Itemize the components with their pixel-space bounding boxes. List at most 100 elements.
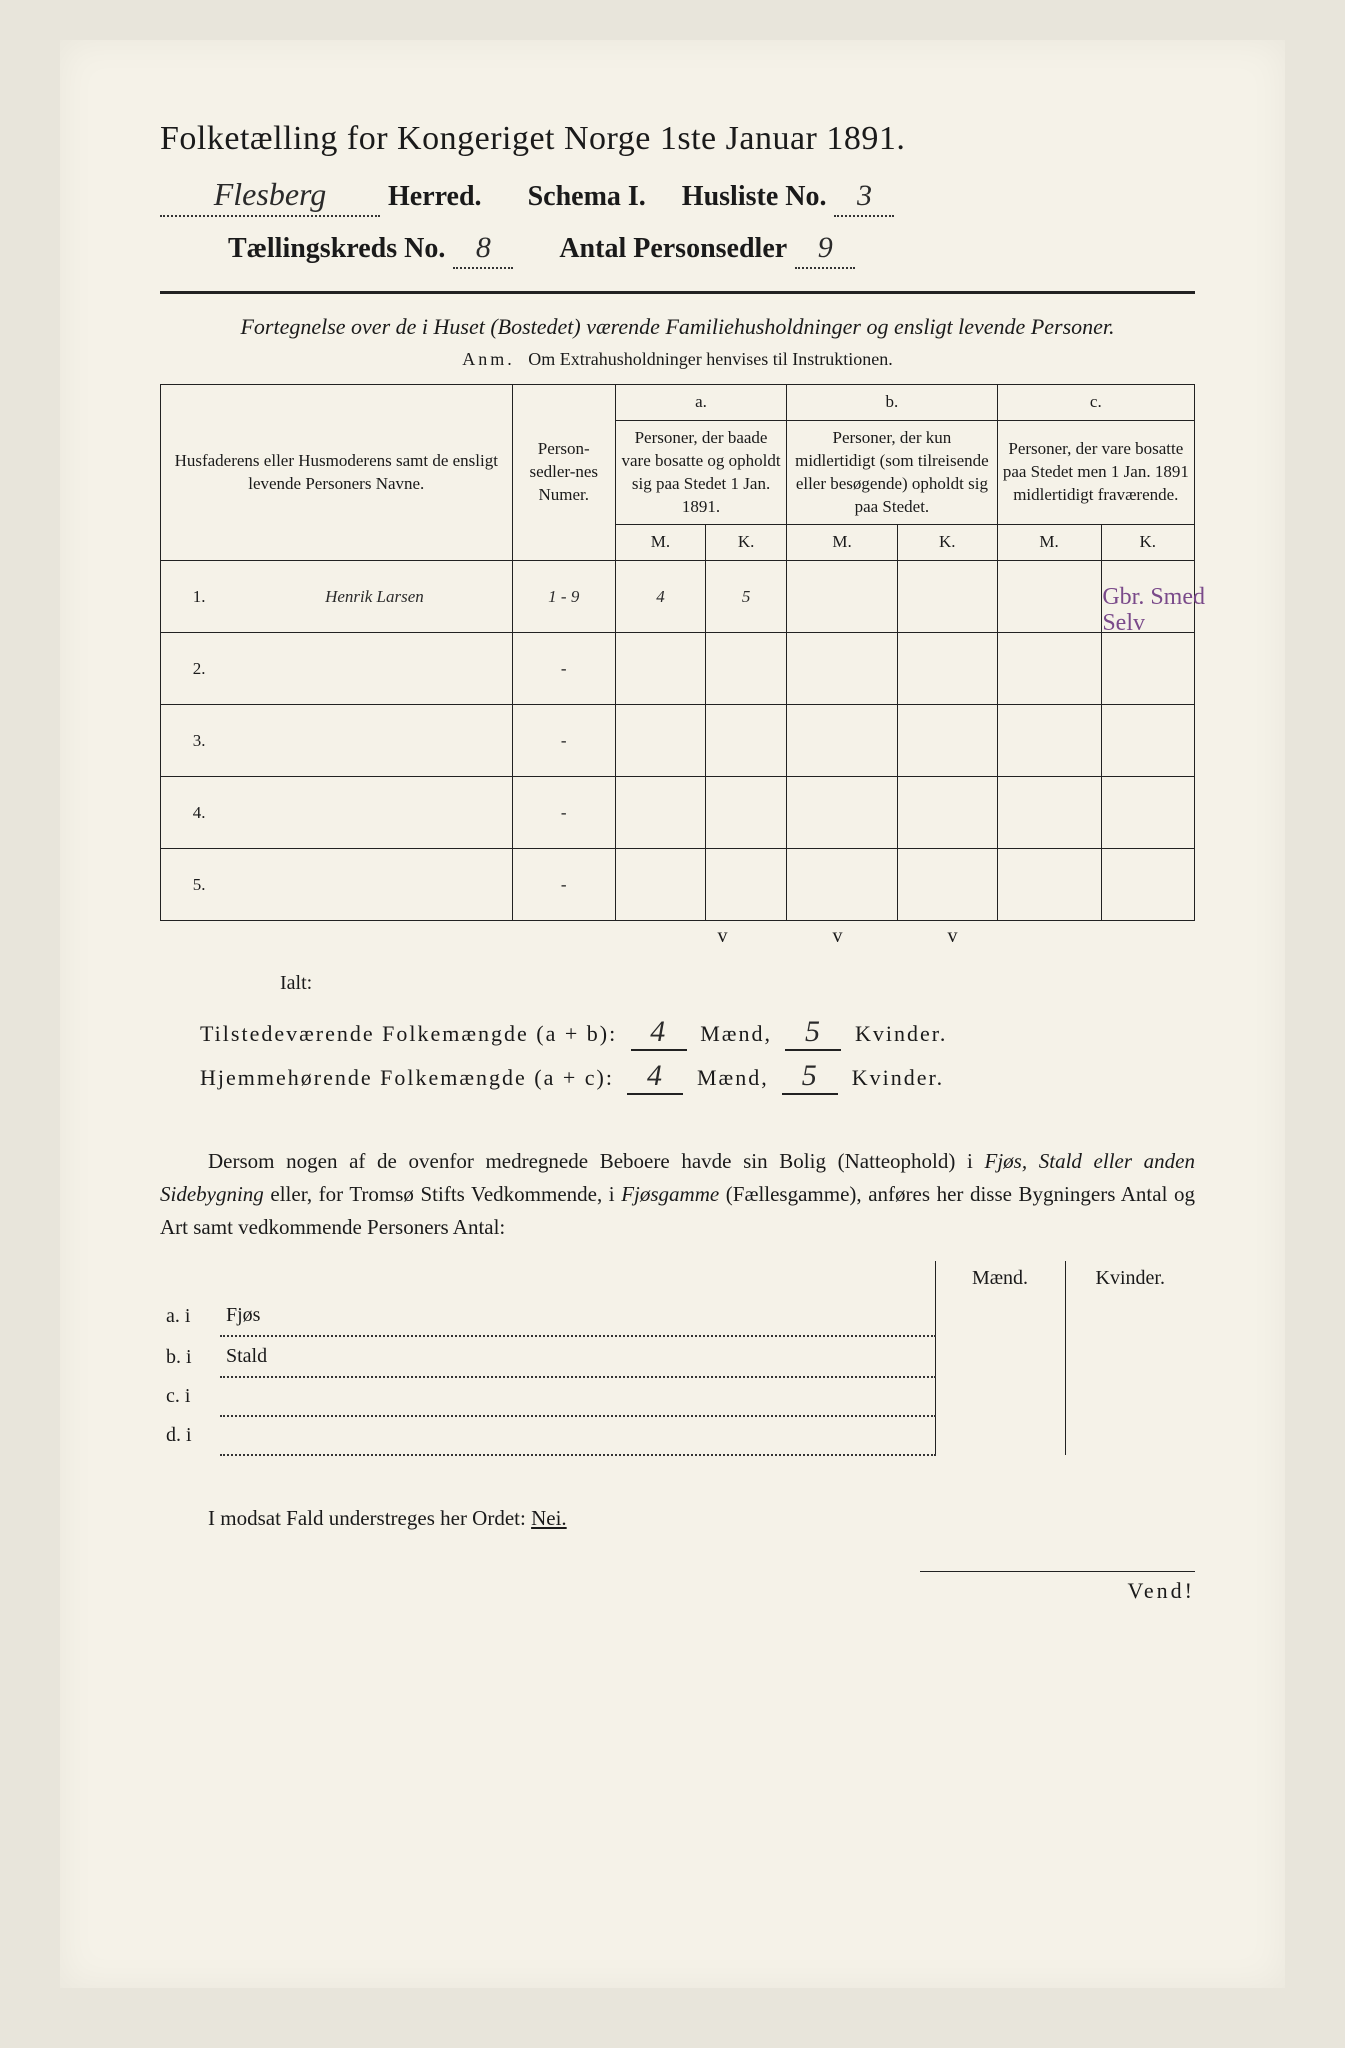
husliste-value: 3 <box>834 179 894 217</box>
row-num-range: - <box>512 849 615 921</box>
table-row: 3. - <box>161 705 1195 777</box>
schema-label: Schema I. <box>528 181 646 213</box>
lower-row-lbl: b. i <box>160 1336 220 1377</box>
lower-row-lbl: a. i <box>160 1296 220 1336</box>
th-c-k: K. <box>1101 525 1195 561</box>
row-b-m <box>787 777 898 849</box>
row-b-m <box>787 705 898 777</box>
row-num-range: - <box>512 705 615 777</box>
divider-1 <box>160 291 1195 294</box>
totals-l1-label: Tilstedeværende Folkemængde (a + b): <box>200 1021 617 1046</box>
th-b: Personer, der kun midlertidigt (som tilr… <box>787 420 998 525</box>
row-c-m <box>997 777 1101 849</box>
row-c-m <box>997 561 1101 633</box>
row-name: Henrik Larsen <box>237 561 512 633</box>
row-a-k <box>706 633 787 705</box>
margin-note: Gbr. Smed Selv <box>1102 584 1205 637</box>
row-name <box>237 633 512 705</box>
lower-row-lbl: d. i <box>160 1416 220 1455</box>
anm-line: Anm. Om Extrahusholdninger henvises til … <box>160 349 1195 370</box>
th-b-k: K. <box>897 525 997 561</box>
row-b-k <box>897 849 997 921</box>
table-row: 5. - <box>161 849 1195 921</box>
row-b-m <box>787 561 898 633</box>
th-a: Personer, der baade vare bosatte og opho… <box>615 420 786 525</box>
th-name: Husfaderens eller Husmoderens samt de en… <box>161 384 513 561</box>
th-num: Person-sedler-nes Numer. <box>512 384 615 561</box>
row-a-k: 5 <box>706 561 787 633</box>
header-line-2: Flesberg Herred. Schema I. Husliste No. … <box>160 176 1195 217</box>
row-c-k <box>1101 849 1195 921</box>
th-a-k: K. <box>706 525 787 561</box>
lower-maend: Mænd. <box>935 1261 1065 1296</box>
totals-l2-k: 5 <box>782 1059 838 1095</box>
row-name <box>237 849 512 921</box>
row-b-k <box>897 561 997 633</box>
kreds-value: 8 <box>453 231 513 269</box>
census-form-page: Folketælling for Kongeriget Norge 1ste J… <box>60 40 1285 1988</box>
row-a-m <box>615 633 705 705</box>
antal-label: Antal Personsedler <box>559 233 787 265</box>
th-b-m: M. <box>787 525 898 561</box>
census-table: Husfaderens eller Husmoderens samt de en… <box>160 384 1195 922</box>
row-n: 4. <box>161 777 238 849</box>
row-name <box>237 777 512 849</box>
row-n: 1. <box>161 561 238 633</box>
totals-l2-m: 4 <box>627 1059 683 1095</box>
anm-text: Om Extrahusholdninger henvises til Instr… <box>528 349 892 369</box>
lower-row: b. i Stald <box>160 1336 1195 1377</box>
lower-kvinder: Kvinder. <box>1065 1261 1195 1296</box>
margin-note-line-2: Selv <box>1102 610 1205 636</box>
totals-l1-m: 4 <box>631 1015 687 1051</box>
row-c-m <box>997 705 1101 777</box>
ialt-label: Ialt: <box>280 972 1195 995</box>
th-c-label: c. <box>997 384 1194 420</box>
th-c-m: M. <box>997 525 1101 561</box>
margin-note-line-1: Gbr. Smed <box>1102 584 1205 610</box>
lower-table: Mænd. Kvinder. a. i Fjøs b. i Stald c. i… <box>160 1261 1195 1456</box>
row-a-m <box>615 777 705 849</box>
row-c-k <box>1101 705 1195 777</box>
lower-head-row: Mænd. Kvinder. <box>160 1261 1195 1296</box>
subtitle: Fortegnelse over de i Huset (Bostedet) v… <box>160 312 1195 343</box>
checkmarks: v v v <box>530 921 1195 952</box>
lower-row: a. i Fjøs <box>160 1296 1195 1336</box>
row-a-m <box>615 849 705 921</box>
lower-row: d. i <box>160 1416 1195 1455</box>
herred-label: Herred. <box>388 181 482 213</box>
row-b-k <box>897 633 997 705</box>
totals-line-1: Tilstedeværende Folkemængde (a + b): 4 M… <box>200 1015 1195 1051</box>
paragraph: Dersom nogen af de ovenfor medregnede Be… <box>160 1145 1195 1243</box>
lower-row: c. i <box>160 1377 1195 1416</box>
totals-l2-label: Hjemmehørende Folkemængde (a + c): <box>200 1065 614 1090</box>
para-p2: eller, for Tromsø Stifts Vedkommende, i <box>264 1182 621 1206</box>
row-b-k <box>897 705 997 777</box>
row-n: 2. <box>161 633 238 705</box>
row-c-m <box>997 633 1101 705</box>
herred-value: Flesberg <box>160 176 380 217</box>
th-a-label: a. <box>615 384 786 420</box>
row-c-k <box>1101 633 1195 705</box>
maend-label: Mænd, <box>697 1065 769 1090</box>
para-p1: Dersom nogen af de ovenfor medregnede Be… <box>208 1149 985 1173</box>
row-a-m <box>615 705 705 777</box>
lower-row-txt <box>220 1416 935 1455</box>
kvinder-label: Kvinder. <box>852 1065 944 1090</box>
table-row: 2. - <box>161 633 1195 705</box>
th-a-m: M. <box>615 525 705 561</box>
table-wrapper: Husfaderens eller Husmoderens samt de en… <box>160 384 1195 922</box>
table-row: 1. Henrik Larsen 1 - 9 4 5 <box>161 561 1195 633</box>
row-num-range: 1 - 9 <box>512 561 615 633</box>
row-c-m <box>997 849 1101 921</box>
anm-label: Anm. <box>462 349 515 369</box>
maend-label: Mænd, <box>700 1021 772 1046</box>
vend-label: Vend! <box>920 1571 1195 1604</box>
nei-text: I modsat Fald understreges her Ordet: <box>208 1506 531 1530</box>
row-b-m <box>787 633 898 705</box>
table-head-row-1: Husfaderens eller Husmoderens samt de en… <box>161 384 1195 420</box>
row-b-k <box>897 777 997 849</box>
row-num-range: - <box>512 777 615 849</box>
kvinder-label: Kvinder. <box>855 1021 947 1046</box>
lower-row-txt <box>220 1377 935 1416</box>
nei-line: I modsat Fald understreges her Ordet: Ne… <box>208 1506 1195 1531</box>
